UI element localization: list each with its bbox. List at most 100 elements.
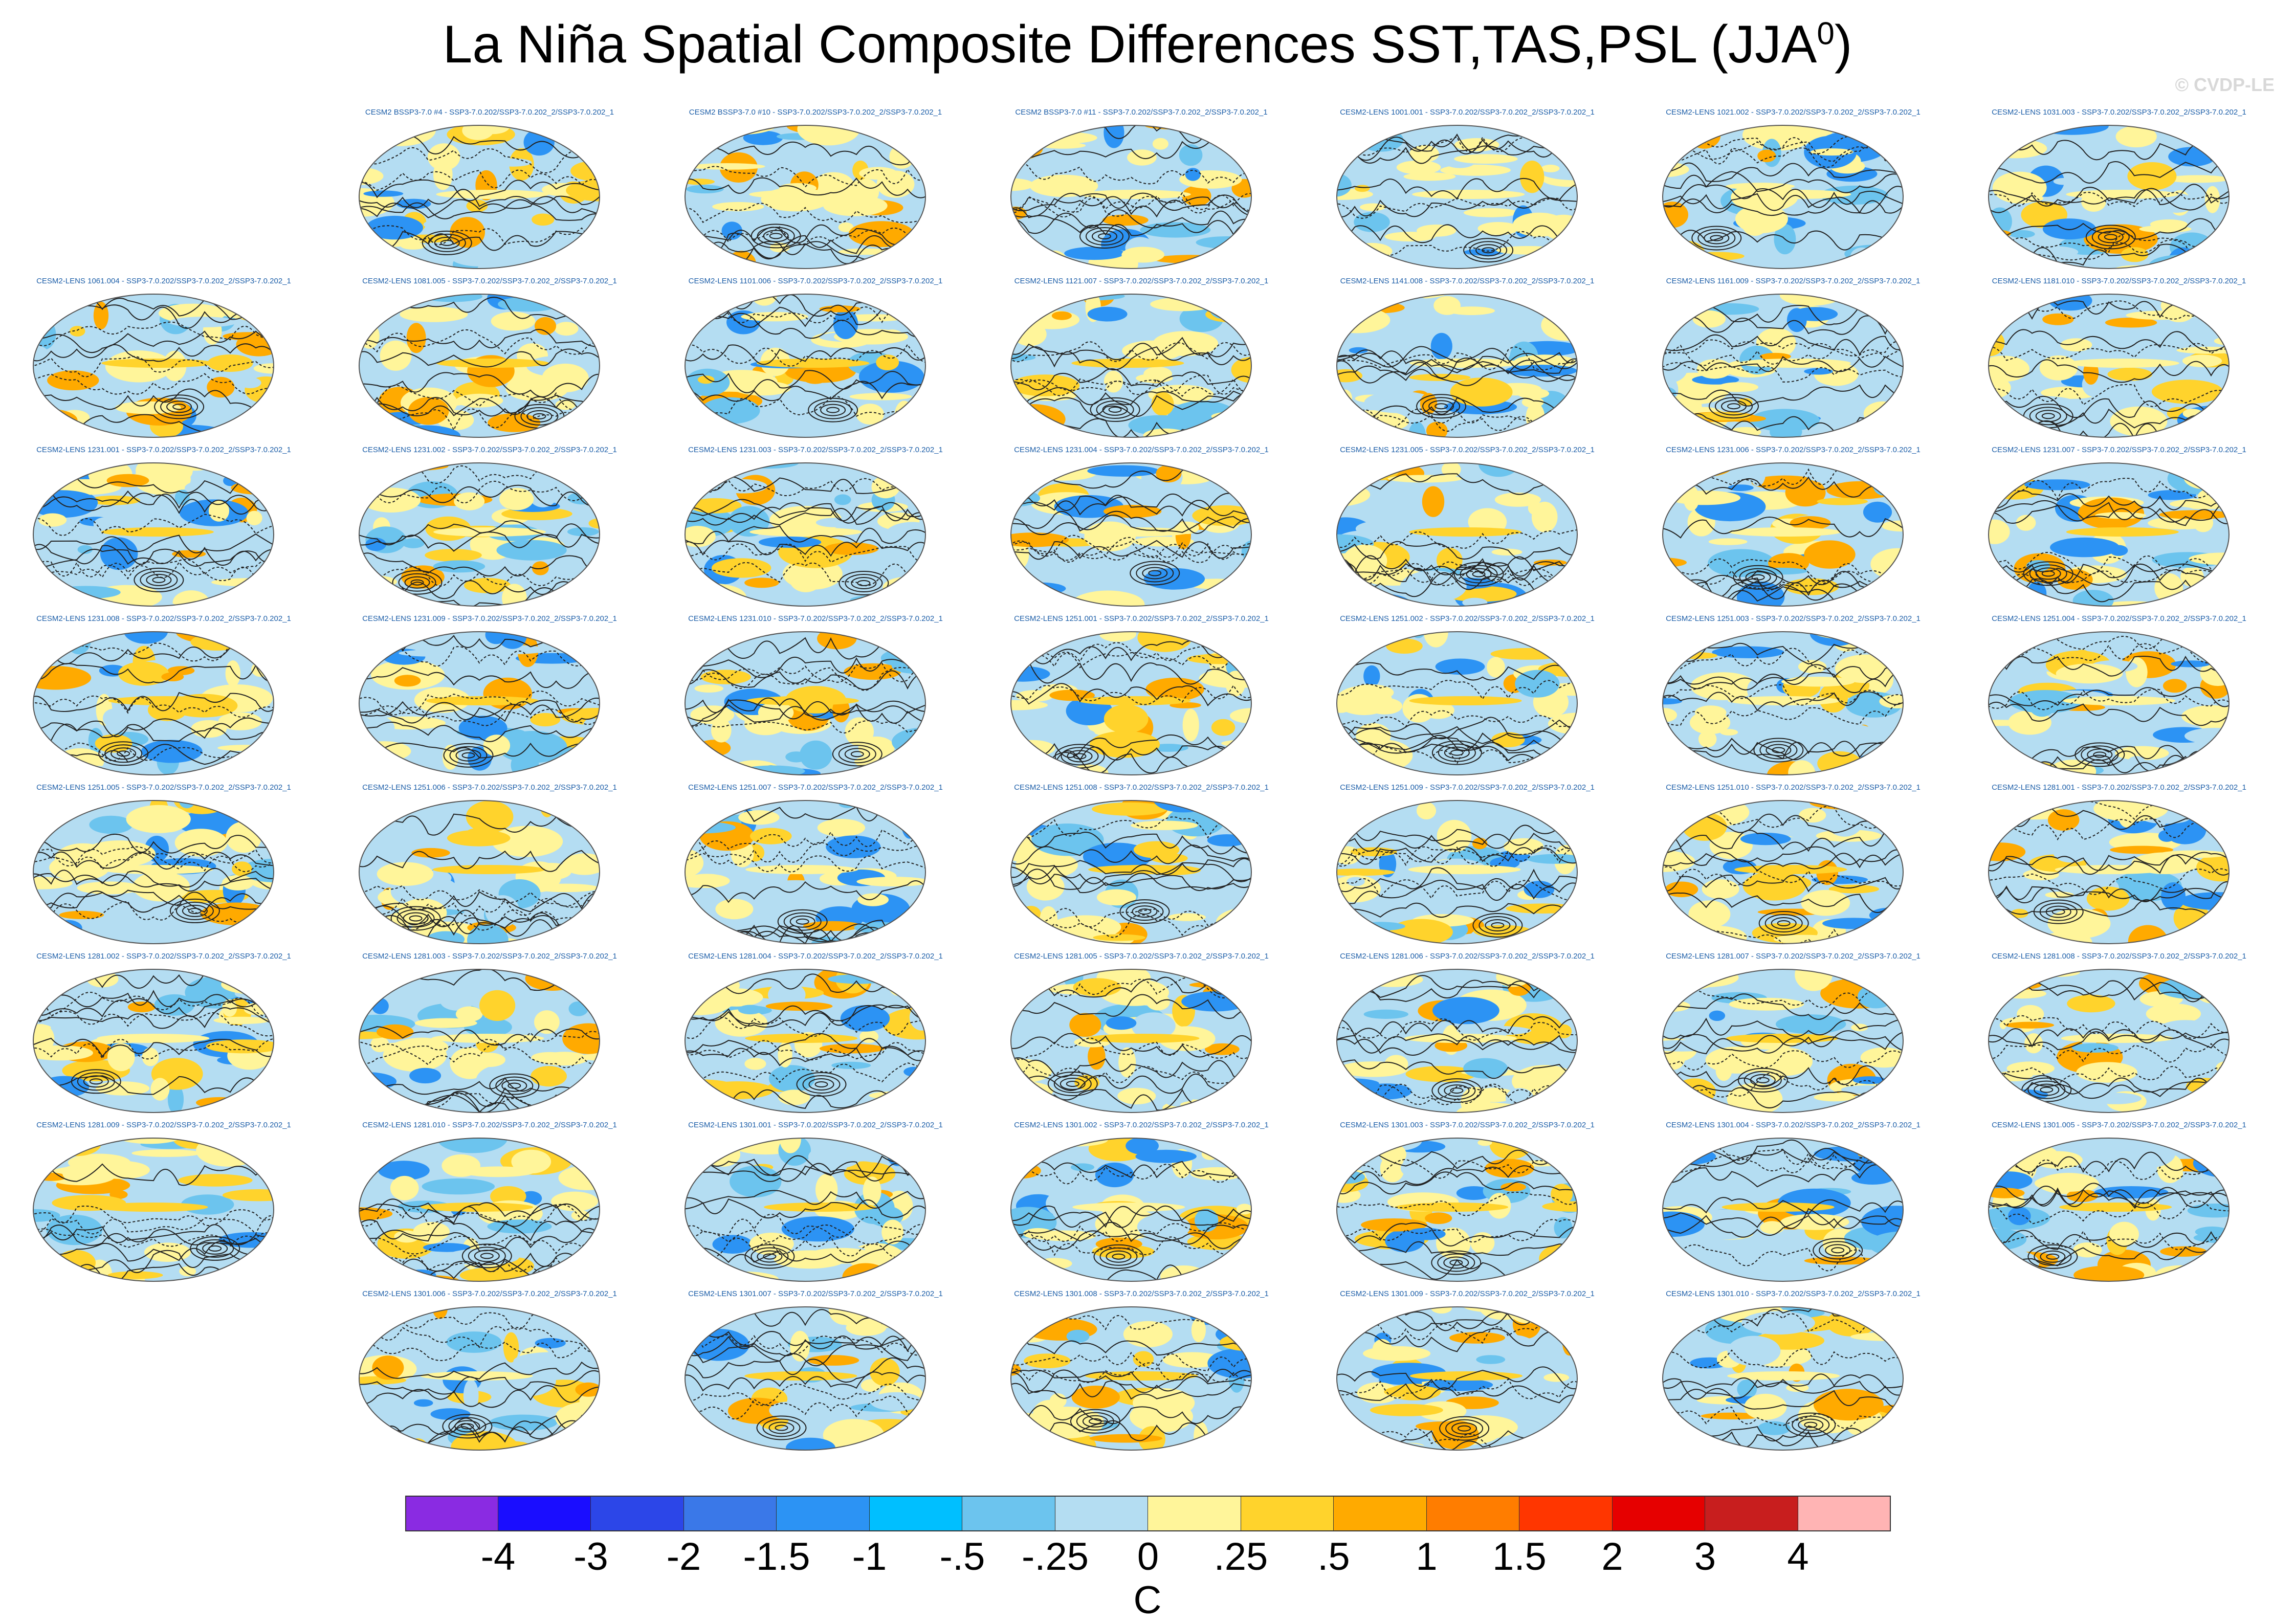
globe-map [1336, 294, 1578, 438]
map-panel-label: CESM2-LENS 1231.002 - SSP3-7.0.202/SSP3-… [362, 446, 617, 454]
globe-map [33, 969, 274, 1113]
colorbar-tick: .5 [1317, 1535, 1350, 1578]
globe-outline [1336, 294, 1578, 438]
map-panel: CESM2-LENS 1231.006 - SSP3-7.0.202/SSP3-… [1629, 445, 1957, 614]
map-panel-label: CESM2-LENS 1141.008 - SSP3-7.0.202/SSP3-… [1340, 277, 1595, 285]
map-panel: CESM2-LENS 1251.003 - SSP3-7.0.202/SSP3-… [1629, 614, 1957, 783]
colorbar-swatch [1055, 1496, 1148, 1531]
globe-map [685, 294, 926, 438]
map-panel: CESM2-LENS 1251.001 - SSP3-7.0.202/SSP3-… [978, 614, 1305, 783]
globe-outline [33, 462, 274, 607]
map-panel: CESM2-LENS 1231.008 - SSP3-7.0.202/SSP3-… [0, 614, 327, 783]
map-panel: CESM2-LENS 1031.003 - SSP3-7.0.202/SSP3-… [1955, 107, 2283, 276]
globe-map [1988, 462, 2230, 607]
watermark: © CVDP-LE [2175, 74, 2275, 95]
colorbar-swatch [1705, 1496, 1798, 1531]
globe-map [1336, 631, 1578, 775]
globe-map [359, 125, 600, 269]
map-panel: CESM2-LENS 1281.001 - SSP3-7.0.202/SSP3-… [1955, 783, 2283, 951]
globe-outline [359, 969, 600, 1113]
globe-outline [1010, 631, 1252, 775]
colorbar-tick-labels: -4 -3 -2 -1.5 -1 -.5 -.25 0 .25 .5 1 1.5 2 3 4 [0, 1534, 2295, 1586]
map-panel-label: CESM2-LENS 1281.006 - SSP3-7.0.202/SSP3-… [1340, 952, 1595, 961]
map-panel-label: CESM2-LENS 1301.007 - SSP3-7.0.202/SSP3-… [688, 1289, 943, 1298]
map-panel: CESM2-LENS 1231.005 - SSP3-7.0.202/SSP3-… [1304, 445, 1631, 614]
map-panel: CESM2-LENS 1301.004 - SSP3-7.0.202/SSP3-… [1629, 1120, 1957, 1289]
globe-map [359, 631, 600, 775]
globe-outline [685, 631, 926, 775]
map-panel-label: CESM2-LENS 1001.001 - SSP3-7.0.202/SSP3-… [1340, 108, 1595, 117]
map-panel-label: CESM2 BSSP3-7.0 #10 - SSP3-7.0.202/SSP3-… [689, 108, 942, 117]
map-panel-label: CESM2-LENS 1231.005 - SSP3-7.0.202/SSP3-… [1340, 446, 1595, 454]
map-panel: CESM2-LENS 1251.002 - SSP3-7.0.202/SSP3-… [1304, 614, 1631, 783]
map-panel-label: CESM2-LENS 1281.002 - SSP3-7.0.202/SSP3-… [36, 952, 291, 961]
title-text: La Niña Spatial Composite Differences SS… [443, 15, 1817, 74]
map-panel: CESM2-LENS 1301.009 - SSP3-7.0.202/SSP3-… [1304, 1289, 1631, 1458]
globe-map [685, 631, 926, 775]
map-panel: CESM2-LENS 1251.010 - SSP3-7.0.202/SSP3-… [1629, 783, 1957, 951]
globe-outline [1010, 800, 1252, 944]
map-panel: CESM2-LENS 1231.003 - SSP3-7.0.202/SSP3-… [652, 445, 979, 614]
map-panel-label: CESM2-LENS 1031.003 - SSP3-7.0.202/SSP3-… [1992, 108, 2246, 117]
map-panel: CESM2-LENS 1301.001 - SSP3-7.0.202/SSP3-… [652, 1120, 979, 1289]
colorbar-swatch [1148, 1496, 1241, 1531]
globe-map [359, 294, 600, 438]
map-panel-label: CESM2-LENS 1231.010 - SSP3-7.0.202/SSP3-… [688, 614, 943, 623]
colorbar-tick: -.5 [939, 1535, 985, 1578]
colorbar-units: C [1133, 1578, 1162, 1622]
map-panel-label: CESM2-LENS 1021.002 - SSP3-7.0.202/SSP3-… [1666, 108, 1921, 117]
globe-map [1988, 125, 2230, 269]
colorbar-tick: 0 [1137, 1535, 1159, 1578]
map-panel-label: CESM2-LENS 1301.002 - SSP3-7.0.202/SSP3-… [1014, 1121, 1269, 1129]
globe-outline [1662, 1306, 1904, 1451]
map-panel: CESM2-LENS 1281.010 - SSP3-7.0.202/SSP3-… [326, 1120, 653, 1289]
colorbar-tick: 1 [1416, 1535, 1438, 1578]
globe-outline [1662, 969, 1904, 1113]
map-panel: CESM2-LENS 1231.004 - SSP3-7.0.202/SSP3-… [978, 445, 1305, 614]
map-panel: CESM2-LENS 1001.001 - SSP3-7.0.202/SSP3-… [1304, 107, 1631, 276]
map-panel: CESM2-LENS 1301.006 - SSP3-7.0.202/SSP3-… [326, 1289, 653, 1458]
globe-outline [359, 125, 600, 269]
colorbar-tick: 2 [1601, 1535, 1623, 1578]
map-panel: CESM2-LENS 1061.004 - SSP3-7.0.202/SSP3-… [0, 276, 327, 445]
map-panel-label: CESM2-LENS 1281.004 - SSP3-7.0.202/SSP3-… [688, 952, 943, 961]
map-panel: CESM2-LENS 1181.010 - SSP3-7.0.202/SSP3-… [1955, 276, 2283, 445]
globe-outline [1010, 125, 1252, 269]
globe-map [33, 1138, 274, 1282]
map-panel-label: CESM2-LENS 1251.010 - SSP3-7.0.202/SSP3-… [1666, 783, 1921, 792]
colorbar [405, 1496, 1891, 1531]
globe-map [685, 462, 926, 607]
globe-map [1662, 1306, 1904, 1451]
map-panel: CESM2-LENS 1281.008 - SSP3-7.0.202/SSP3-… [1955, 951, 2283, 1120]
map-panel: CESM2-LENS 1231.002 - SSP3-7.0.202/SSP3-… [326, 445, 653, 614]
map-panel-label: CESM2-LENS 1121.007 - SSP3-7.0.202/SSP3-… [1014, 277, 1269, 285]
map-panel: CESM2-LENS 1251.008 - SSP3-7.0.202/SSP3-… [978, 783, 1305, 951]
colorbar-tick: .25 [1213, 1535, 1268, 1578]
map-panel-label: CESM2-LENS 1251.002 - SSP3-7.0.202/SSP3-… [1340, 614, 1595, 623]
globe-map [1010, 1306, 1252, 1451]
map-panel-label: CESM2-LENS 1251.008 - SSP3-7.0.202/SSP3-… [1014, 783, 1269, 792]
globe-map [1988, 631, 2230, 775]
globe-map [1010, 125, 1252, 269]
globe-outline [1662, 631, 1904, 775]
globe-map [33, 294, 274, 438]
globe-outline [1662, 462, 1904, 607]
map-panel-label: CESM2-LENS 1281.007 - SSP3-7.0.202/SSP3-… [1666, 952, 1921, 961]
map-panel-label: CESM2-LENS 1251.006 - SSP3-7.0.202/SSP3-… [362, 783, 617, 792]
globe-map [1662, 462, 1904, 607]
globe-outline [33, 294, 274, 438]
globe-map [359, 462, 600, 607]
map-panel-label: CESM2-LENS 1281.008 - SSP3-7.0.202/SSP3-… [1992, 952, 2246, 961]
map-panel-label: CESM2-LENS 1231.006 - SSP3-7.0.202/SSP3-… [1666, 446, 1921, 454]
globe-outline [1010, 1306, 1252, 1451]
globe-outline [1336, 631, 1578, 775]
map-panel: CESM2-LENS 1281.005 - SSP3-7.0.202/SSP3-… [978, 951, 1305, 1120]
map-panel: CESM2 BSSP3-7.0 #10 - SSP3-7.0.202/SSP3-… [652, 107, 979, 276]
globe-map [685, 1138, 926, 1282]
map-panel-label: CESM2-LENS 1231.004 - SSP3-7.0.202/SSP3-… [1014, 446, 1269, 454]
map-panel: CESM2-LENS 1231.009 - SSP3-7.0.202/SSP3-… [326, 614, 653, 783]
title-superscript: 0 [1817, 16, 1835, 52]
globe-map [1336, 969, 1578, 1113]
globe-outline [1988, 969, 2230, 1113]
globe-map [1336, 125, 1578, 269]
